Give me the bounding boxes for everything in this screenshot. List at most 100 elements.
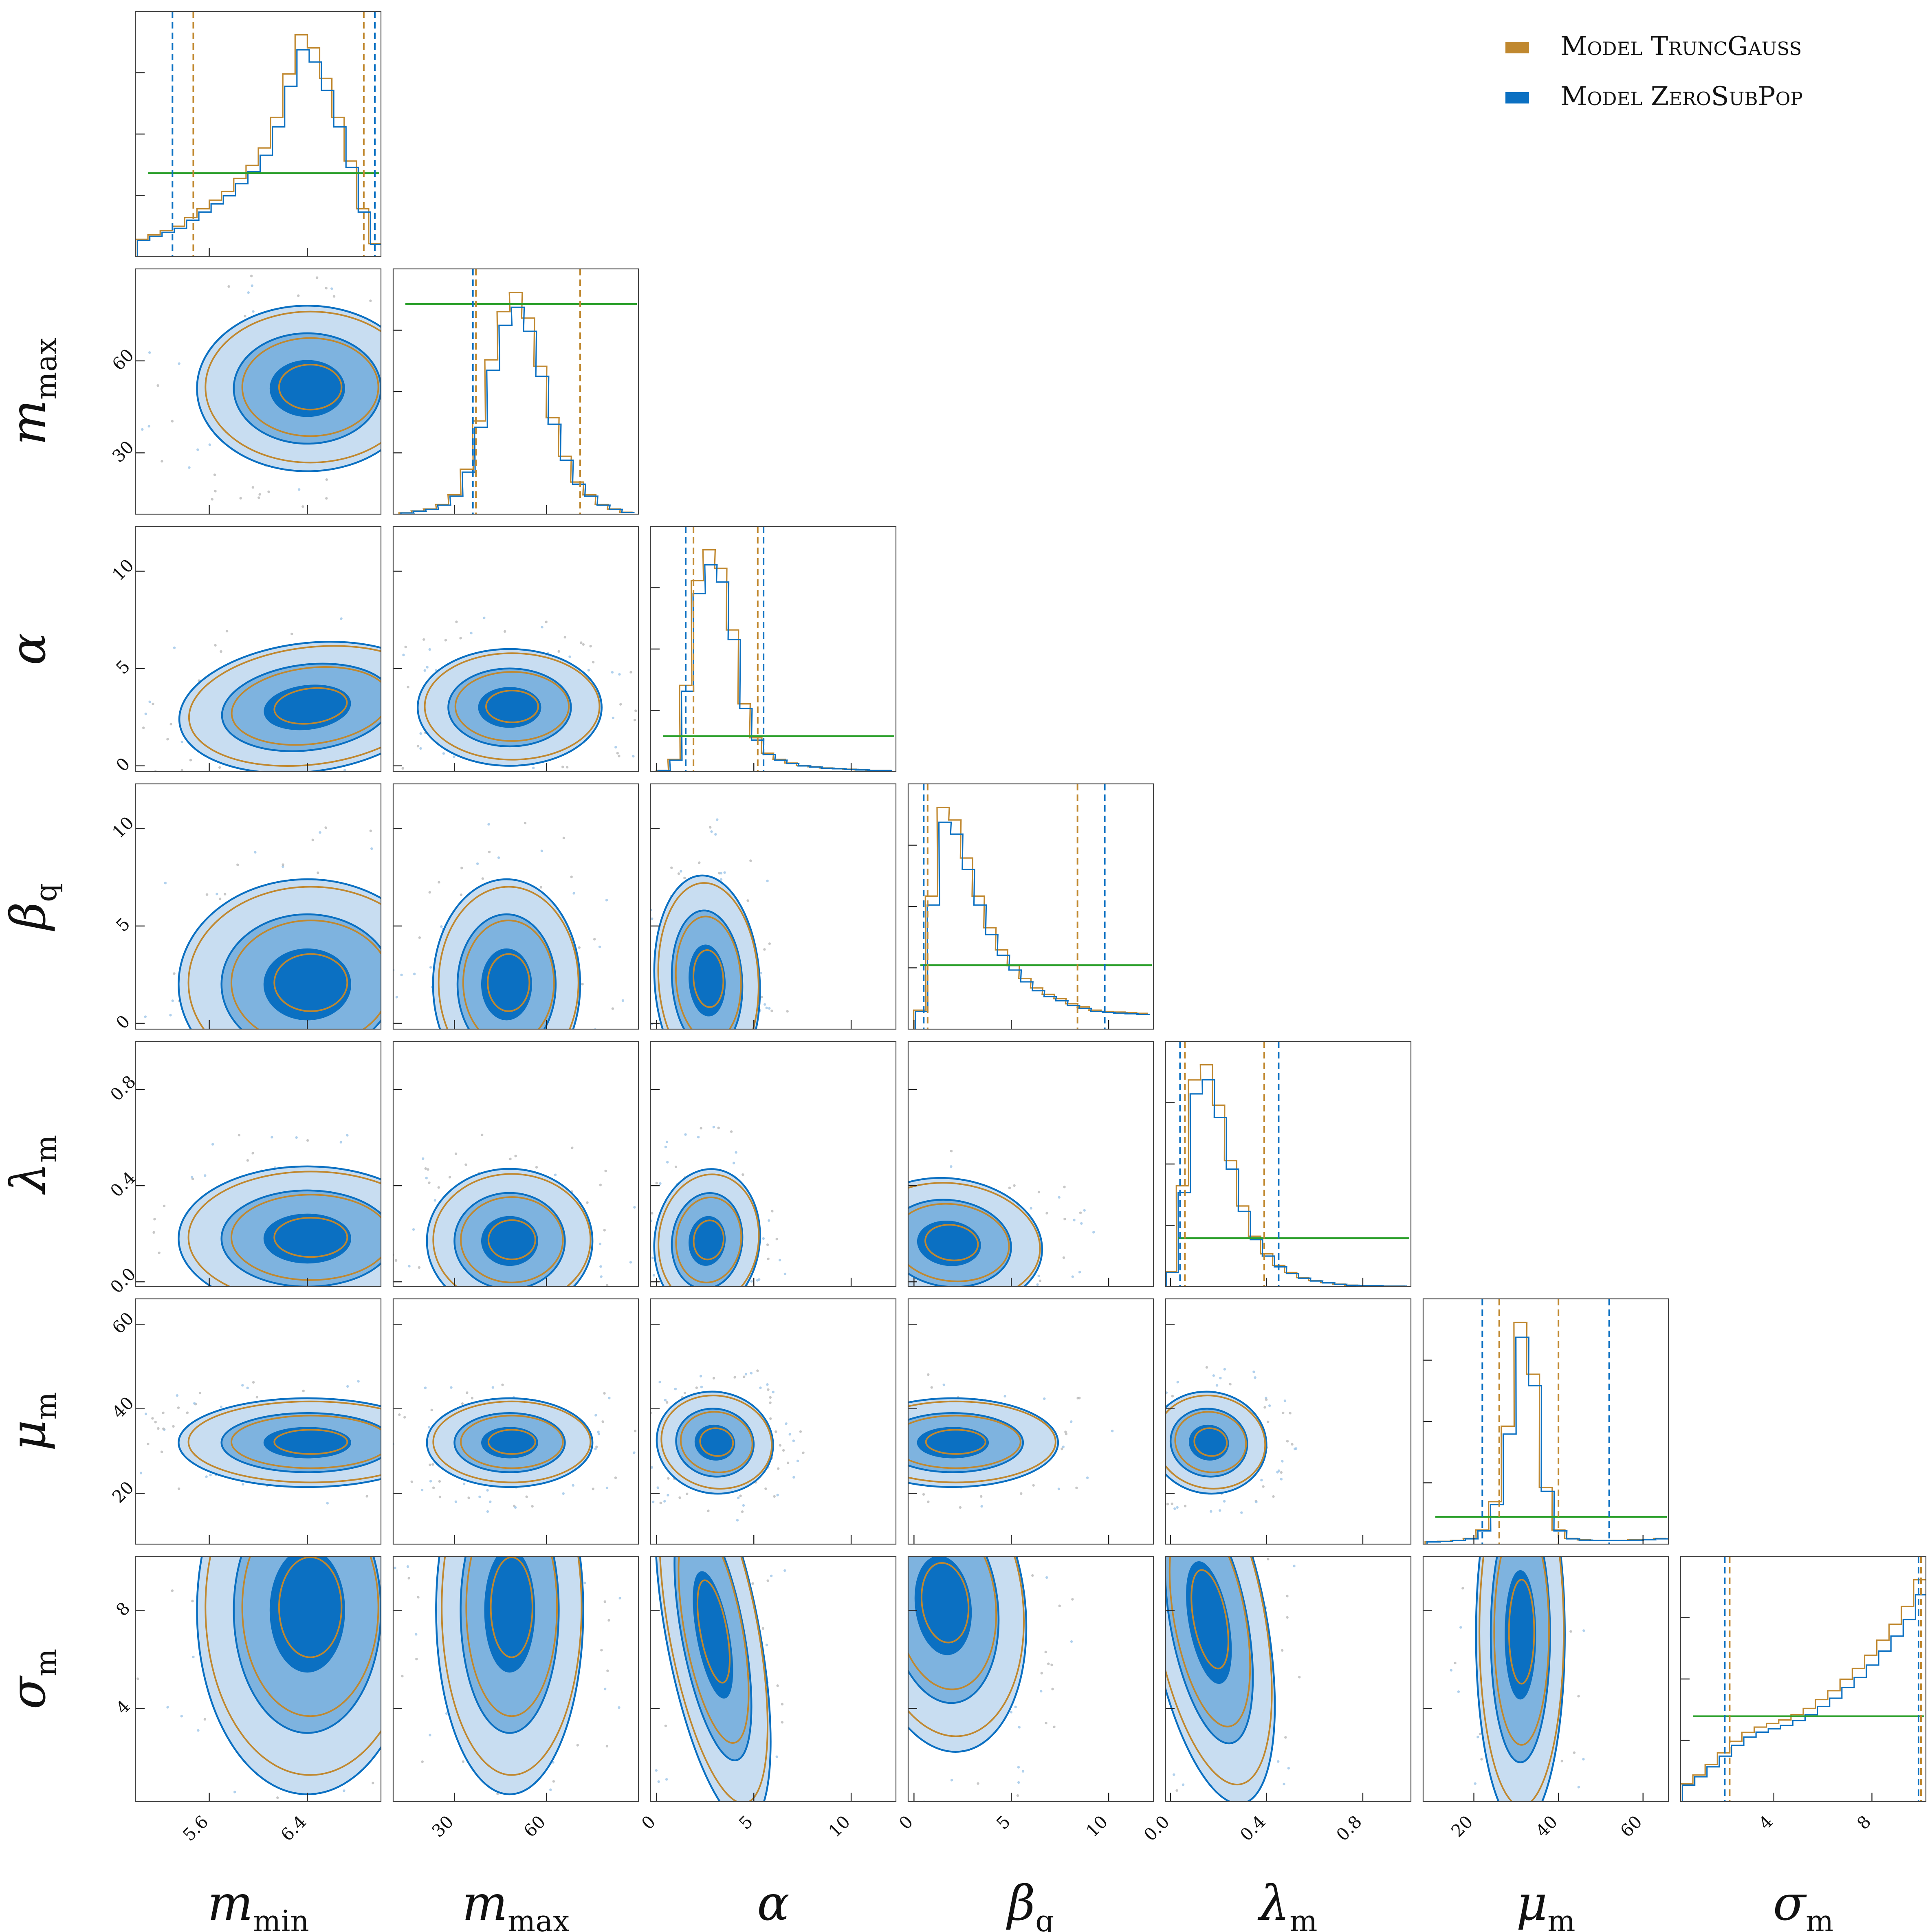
- sample-point: [1057, 1488, 1061, 1490]
- yticklabel-alpha: 10: [108, 555, 138, 584]
- sample-point: [144, 1413, 147, 1415]
- sample-point: [384, 1474, 387, 1477]
- panels: [109, 11, 1927, 1916]
- sample-point: [447, 1065, 449, 1068]
- sample-point: [657, 1780, 660, 1783]
- sample-point: [227, 285, 230, 288]
- sample-point: [610, 1291, 612, 1294]
- sample-point: [726, 1107, 728, 1110]
- sample-point: [271, 1100, 273, 1103]
- sample-point: [902, 1399, 904, 1402]
- sample-point: [342, 1334, 345, 1337]
- sample-point: [109, 1244, 112, 1247]
- sample-point: [186, 1411, 189, 1414]
- sample-point: [162, 1411, 165, 1415]
- sample-point: [691, 1877, 693, 1879]
- sample-point: [586, 1201, 589, 1204]
- sample-point: [887, 1177, 889, 1180]
- sample-point: [1018, 1726, 1021, 1729]
- sample-point: [411, 288, 413, 290]
- sample-point: [898, 1302, 900, 1304]
- sample-point: [710, 1139, 713, 1141]
- contour-truncgauss-1: [432, 1400, 592, 1483]
- sample-point: [398, 1413, 401, 1416]
- sample-point: [529, 773, 532, 775]
- contour-truncgauss-3: [485, 689, 539, 723]
- sample-point: [422, 1105, 424, 1108]
- sample-point: [169, 1014, 172, 1017]
- sample-point: [766, 879, 769, 882]
- sample-point: [950, 1165, 953, 1168]
- sample-point: [1047, 1662, 1050, 1665]
- sample-point: [666, 1161, 669, 1164]
- sample-point: [683, 1391, 687, 1395]
- sample-point: [606, 1539, 609, 1541]
- sample-point: [346, 1385, 349, 1388]
- sample-point: [708, 1810, 710, 1812]
- sample-point: [422, 638, 425, 641]
- sample-point: [370, 847, 373, 850]
- sample-point: [773, 1495, 776, 1498]
- contour-truncgauss-1: [441, 1556, 583, 1776]
- sample-point: [1134, 1650, 1136, 1652]
- sample-point: [246, 1129, 248, 1132]
- sample-point: [1166, 1391, 1168, 1394]
- sample-point: [425, 1177, 428, 1179]
- sample-point: [411, 918, 414, 920]
- sample-point: [1003, 1395, 1006, 1398]
- sample-point: [871, 1157, 874, 1160]
- sample-point: [752, 1076, 754, 1078]
- sample-point: [1283, 1782, 1285, 1786]
- sample-point: [566, 766, 569, 769]
- yticklabel-m_max: 30: [108, 437, 138, 466]
- xticklabel-lambda_m: 0.0: [1140, 1811, 1173, 1845]
- sample-point: [1064, 1430, 1067, 1433]
- sample-point: [440, 1478, 443, 1480]
- sample-point: [497, 856, 500, 859]
- sample-point: [641, 691, 644, 693]
- sample-point: [610, 1539, 613, 1541]
- sample-point: [481, 1133, 484, 1136]
- yticklabel-mu_m: 20: [108, 1477, 138, 1507]
- sample-point: [966, 1336, 968, 1338]
- sample-point: [1092, 1231, 1095, 1234]
- sample-point: [488, 1335, 491, 1338]
- sample-point: [1499, 1913, 1501, 1916]
- sample-point: [950, 1779, 953, 1782]
- sample-point: [733, 1376, 736, 1379]
- sample-point: [1063, 1217, 1066, 1221]
- panel-frame: [1165, 1556, 1412, 1802]
- panel-frame: [650, 1556, 897, 1802]
- panel-sigma_m-sigma_m: [1680, 1556, 1927, 1802]
- contour-truncgauss-1: [1166, 1556, 1273, 1786]
- sample-point: [1247, 1392, 1250, 1394]
- sample-point: [1250, 1504, 1253, 1506]
- contour-truncgauss-1: [1166, 1395, 1266, 1490]
- sample-point: [762, 1100, 764, 1102]
- sample-point: [509, 1157, 512, 1160]
- sample-point: [461, 1402, 464, 1405]
- sample-point: [583, 1292, 585, 1294]
- sample-point: [464, 1870, 467, 1873]
- sample-point: [1071, 1275, 1074, 1278]
- sample-point: [587, 669, 590, 672]
- contour-truncgauss-3: [273, 687, 348, 725]
- sample-point: [452, 1375, 455, 1377]
- sample-point: [607, 1619, 610, 1622]
- sample-point: [447, 1482, 449, 1485]
- sample-point: [487, 823, 490, 826]
- sample-point: [1128, 1458, 1131, 1460]
- sample-point: [698, 861, 701, 864]
- sample-point: [298, 1078, 300, 1080]
- sample-point: [225, 629, 229, 633]
- sample-point: [407, 1577, 410, 1580]
- sample-point: [427, 1168, 429, 1171]
- panel-frame: [392, 1041, 639, 1287]
- sample-point: [251, 1152, 254, 1155]
- sample-point: [695, 1386, 698, 1389]
- sample-point: [502, 1849, 505, 1852]
- sample-point: [1479, 1732, 1482, 1736]
- sample-point: [848, 1688, 850, 1690]
- sample-point: [454, 1519, 457, 1522]
- contour-truncgauss-2: [680, 1411, 753, 1473]
